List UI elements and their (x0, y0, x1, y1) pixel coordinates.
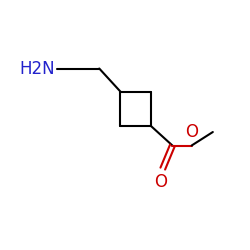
Text: O: O (185, 123, 198, 141)
Text: H2N: H2N (19, 60, 55, 78)
Text: O: O (154, 174, 167, 192)
